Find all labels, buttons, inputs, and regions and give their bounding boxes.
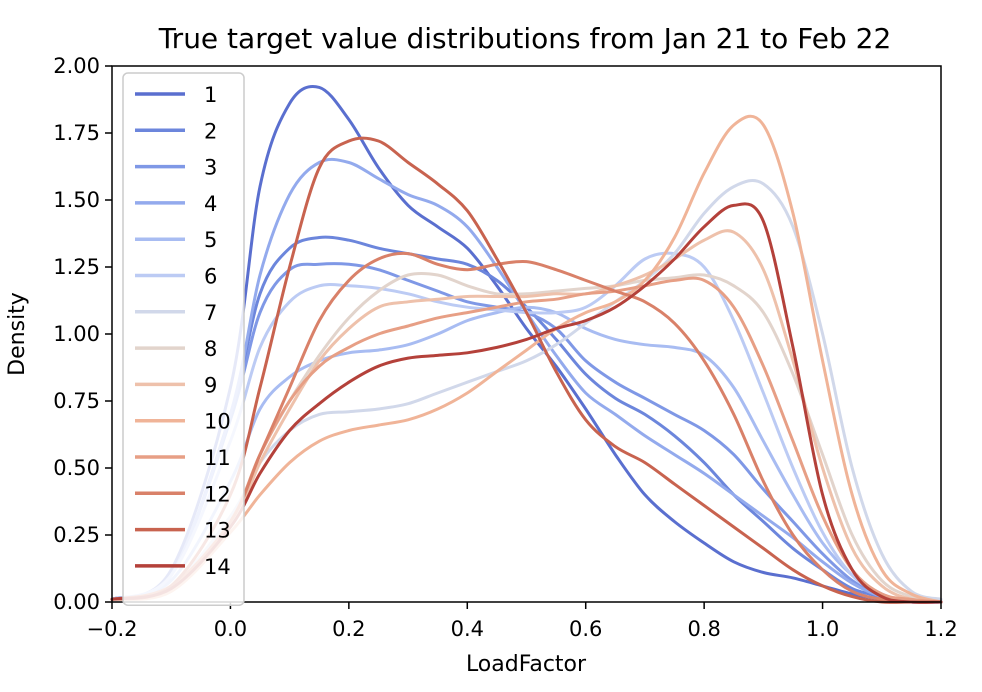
x-tick-label: 1.0 bbox=[806, 617, 839, 641]
legend-label-3: 3 bbox=[204, 156, 217, 180]
y-tick-label: 0.25 bbox=[53, 523, 100, 547]
x-tick-label: 1.2 bbox=[924, 617, 957, 641]
legend-label-14: 14 bbox=[204, 555, 231, 579]
x-tick-label: 0.0 bbox=[214, 617, 247, 641]
legend-label-4: 4 bbox=[204, 192, 217, 216]
x-tick-label: 0.4 bbox=[451, 617, 484, 641]
series-line-7 bbox=[110, 179, 943, 601]
y-tick-label: 0.75 bbox=[53, 389, 100, 413]
legend-label-6: 6 bbox=[204, 265, 217, 289]
series-line-12 bbox=[110, 251, 943, 604]
y-tick-label: 2.00 bbox=[53, 54, 100, 78]
legend-label-13: 13 bbox=[204, 519, 231, 543]
series-line-4 bbox=[110, 157, 943, 604]
y-tick-label: 1.50 bbox=[53, 188, 100, 212]
legend-box bbox=[122, 72, 245, 606]
series-line-9 bbox=[110, 229, 943, 604]
legend-label-7: 7 bbox=[204, 301, 217, 325]
x-tick-label: 0.2 bbox=[332, 617, 365, 641]
y-tick-label: 1.75 bbox=[53, 121, 100, 145]
y-axis-label: Density bbox=[5, 292, 30, 376]
lines-layer bbox=[110, 85, 943, 605]
series-line-1 bbox=[110, 85, 943, 604]
legend-label-5: 5 bbox=[204, 228, 217, 252]
legend-label-8: 8 bbox=[204, 337, 217, 361]
x-axis-label: LoadFactor bbox=[466, 652, 587, 677]
legend-label-12: 12 bbox=[204, 482, 231, 506]
legend-label-11: 11 bbox=[204, 446, 231, 470]
series-line-3 bbox=[110, 262, 943, 604]
series-line-10 bbox=[110, 114, 943, 604]
legend-label-10: 10 bbox=[204, 410, 231, 434]
x-tick-label: −0.2 bbox=[87, 617, 138, 641]
series-line-14 bbox=[110, 202, 943, 604]
series-line-11 bbox=[110, 276, 943, 604]
chart-title: True target value distributions from Jan… bbox=[158, 22, 892, 55]
series-line-13 bbox=[110, 136, 943, 604]
series-line-6 bbox=[110, 251, 943, 605]
legend-label-1: 1 bbox=[204, 83, 217, 107]
legend-label-2: 2 bbox=[204, 119, 217, 143]
x-tick-label: 0.6 bbox=[569, 617, 602, 641]
series-line-5 bbox=[110, 305, 943, 605]
series-line-2 bbox=[110, 235, 943, 604]
legend-label-9: 9 bbox=[204, 373, 217, 397]
y-tick-label: 1.25 bbox=[53, 255, 100, 279]
x-tick-label: 0.8 bbox=[687, 617, 720, 641]
y-tick-label: 0.50 bbox=[53, 456, 100, 480]
y-tick-label: 1.00 bbox=[53, 322, 100, 346]
y-tick-label: 0.00 bbox=[53, 590, 100, 614]
